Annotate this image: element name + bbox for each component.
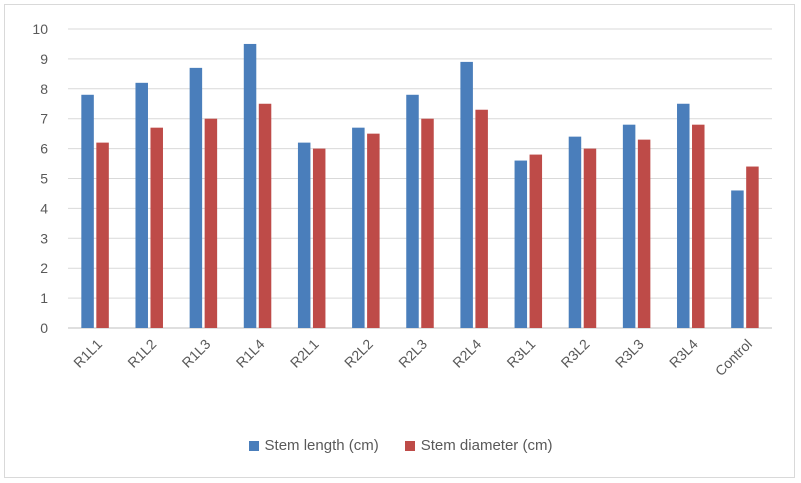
y-tick-label: 10: [32, 21, 48, 37]
bar-stem-length-r3l3: [622, 124, 636, 329]
y-tick-label: 3: [40, 230, 48, 246]
bar-stem-diameter-r1l4: [258, 103, 272, 328]
legend-label-stem-diameter: Stem diameter (cm): [420, 437, 553, 454]
bar-stem-length-r3l4: [677, 103, 690, 328]
y-tick-label: 2: [40, 260, 48, 276]
bar-stem-length-r2l3: [406, 94, 419, 328]
bar-stem-diameter-r1l3: [204, 118, 218, 328]
bar-stem-length-r1l4: [243, 43, 257, 328]
legend-label-stem-length: Stem length (cm): [264, 437, 379, 454]
y-tick-label: 6: [40, 141, 48, 157]
bar-stem-diameter-r3l3: [637, 139, 651, 328]
bar-stem-diameter-control: [746, 166, 759, 328]
bar-stem-diameter-r3l2: [583, 148, 597, 328]
bar-stem-diameter-r1l1: [96, 142, 109, 328]
x-tick-label: R1L2: [124, 336, 159, 371]
x-tick-label: R2L3: [395, 336, 430, 371]
x-tick-label: R2L1: [287, 336, 322, 371]
bar-stem-diameter-r2l2: [367, 133, 380, 328]
x-tick-label: R3L2: [558, 336, 593, 371]
legend-swatch-stem-diameter: [404, 440, 415, 451]
y-tick-label: 9: [40, 51, 48, 67]
bar-stem-diameter-r2l1: [312, 148, 326, 328]
bar-stem-length-control: [731, 190, 744, 328]
bar-stem-length-r3l2: [568, 136, 582, 328]
x-tick-label: R2L4: [449, 336, 484, 371]
legend-item-stem-length: Stem length (cm): [248, 437, 379, 454]
y-tick-label: 4: [40, 200, 48, 216]
x-tick-label: R3L1: [503, 336, 538, 371]
bar-stem-diameter-r2l4: [475, 109, 488, 328]
bar-stem-length-r1l3: [189, 67, 203, 329]
x-tick-label: R1L4: [233, 336, 268, 371]
x-tick-label: R1L3: [179, 336, 214, 371]
x-tick-label: R2L2: [341, 336, 376, 371]
y-tick-label: 0: [40, 320, 48, 336]
bar-stem-diameter-r3l4: [692, 124, 705, 329]
x-tick-label: Control: [712, 336, 755, 379]
x-axis-tick-labels: R1L1 R1L2 R1L3 R1L4 R2L1 R2L2 R2L3 R2L4 R3L1 R3L2…: [70, 336, 755, 379]
bar-stem-length-r1l2: [135, 82, 148, 328]
x-tick-label: R1L1: [70, 336, 105, 371]
y-tick-label: 1: [40, 290, 48, 306]
x-tick-label: R3L4: [666, 336, 701, 371]
y-tick-label: 7: [40, 111, 48, 127]
x-tick-label: R3L3: [612, 336, 647, 371]
bar-stem-length-r2l4: [460, 61, 473, 328]
bar-stem-length-r3l1: [514, 160, 528, 328]
bar-stem-diameter-r1l2: [150, 127, 163, 328]
legend: Stem length (cm) Stem diameter (cm): [0, 437, 801, 454]
bar-stem-diameter-r3l1: [529, 154, 543, 328]
legend-item-stem-diameter: Stem diameter (cm): [404, 437, 553, 454]
y-tick-label: 8: [40, 81, 48, 97]
bar-stem-length-r2l2: [352, 127, 365, 328]
gridlines: [68, 28, 772, 329]
bar-stem-length-r1l1: [81, 94, 94, 328]
y-axis-tick-labels: 0 1 2 3 4 5 6 7 8 9 10: [32, 21, 48, 336]
bars: [81, 43, 759, 329]
y-tick-label: 5: [40, 171, 48, 187]
bar-stem-length-r2l1: [297, 142, 311, 328]
bar-stem-diameter-r2l3: [421, 118, 434, 328]
legend-swatch-stem-length: [248, 440, 259, 451]
